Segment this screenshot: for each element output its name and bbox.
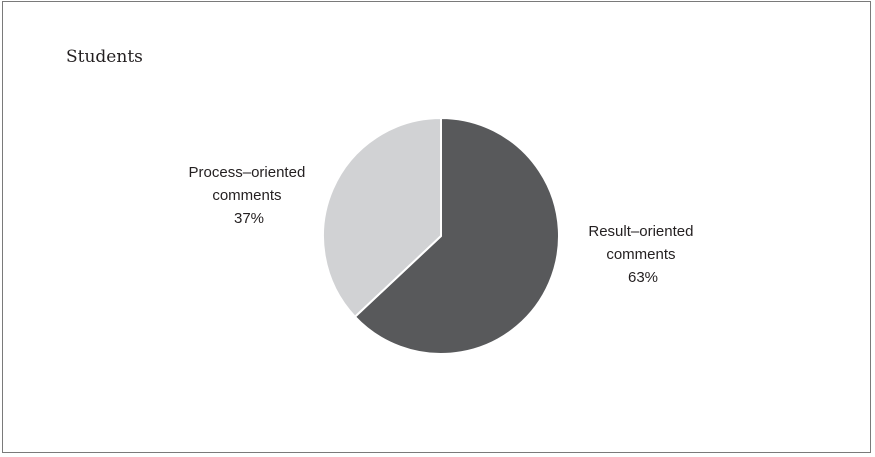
slice-label-process-value: 37% bbox=[234, 210, 264, 227]
slice-label-result-value: 63% bbox=[628, 269, 658, 286]
pie-slice-process-oriented bbox=[322, 117, 442, 318]
chart-title: Students bbox=[66, 47, 143, 67]
pie-slices bbox=[322, 117, 560, 355]
slice-label-process: Process–oriented comments 37% bbox=[189, 164, 310, 227]
slice-label-result: Result–oriented comments 63% bbox=[588, 223, 697, 286]
slice-label-result-line-1: Result–oriented bbox=[588, 223, 693, 240]
slice-label-process-line-2: comments bbox=[212, 187, 281, 204]
slice-label-process-line-1: Process–oriented bbox=[189, 164, 306, 181]
pie-slice-result-oriented bbox=[353, 117, 560, 355]
slice-label-result-line-2: comments bbox=[606, 246, 675, 263]
